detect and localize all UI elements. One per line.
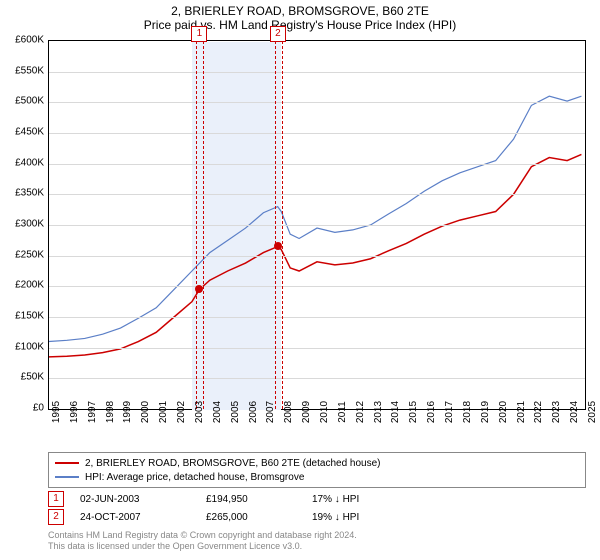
legend-swatch [55, 462, 79, 464]
xtick-label: 2005 [230, 401, 241, 423]
ytick-label: £250K [15, 249, 44, 260]
legend-item-property: 2, BRIERLEY ROAD, BROMSGROVE, B60 2TE (d… [55, 456, 579, 470]
xtick-label: 2024 [569, 401, 580, 423]
ytick-label: £350K [15, 188, 44, 199]
xtick-label: 2017 [444, 401, 455, 423]
ytick-label: £500K [15, 96, 44, 107]
sale-row-1: 1 02-JUN-2003 £194,950 17% ↓ HPI [48, 490, 392, 508]
gridline [49, 348, 585, 349]
legend-swatch [55, 476, 79, 478]
xtick-label: 2015 [408, 401, 419, 423]
footer-line1: Contains HM Land Registry data © Crown c… [48, 530, 357, 541]
sales-table: 1 02-JUN-2003 £194,950 17% ↓ HPI 2 24-OC… [48, 490, 392, 526]
gridline [49, 317, 585, 318]
ytick-label: £400K [15, 157, 44, 168]
xtick-label: 2003 [194, 401, 205, 423]
chart-title: 2, BRIERLEY ROAD, BROMSGROVE, B60 2TE [0, 0, 600, 18]
ytick-label: £50K [21, 372, 44, 383]
chart-container: 2, BRIERLEY ROAD, BROMSGROVE, B60 2TE Pr… [0, 0, 600, 560]
xtick-label: 2019 [480, 401, 491, 423]
xtick-label: 1998 [105, 401, 116, 423]
legend-label: HPI: Average price, detached house, Brom… [85, 472, 304, 483]
footer: Contains HM Land Registry data © Crown c… [48, 530, 357, 552]
sale-marker-2: 2 [48, 509, 64, 525]
chart-area: 12 £0£50K£100K£150K£200K£250K£300K£350K£… [48, 40, 586, 410]
sale-dashed-band [196, 41, 204, 409]
ytick-label: £600K [15, 35, 44, 46]
xtick-label: 1996 [69, 401, 80, 423]
ytick-label: £0 [33, 403, 44, 414]
ytick-label: £550K [15, 65, 44, 76]
xtick-label: 2025 [587, 401, 598, 423]
xtick-label: 2008 [283, 401, 294, 423]
sale-price: £265,000 [206, 512, 296, 523]
xtick-label: 2023 [551, 401, 562, 423]
gridline [49, 194, 585, 195]
xtick-label: 2006 [248, 401, 259, 423]
gridline [49, 378, 585, 379]
xtick-label: 2007 [265, 401, 276, 423]
gridline [49, 256, 585, 257]
ytick-label: £150K [15, 311, 44, 322]
xtick-label: 2018 [462, 401, 473, 423]
ytick-label: £300K [15, 219, 44, 230]
sale-row-2: 2 24-OCT-2007 £265,000 19% ↓ HPI [48, 508, 392, 526]
plot-region: 12 [48, 40, 586, 410]
legend-box: 2, BRIERLEY ROAD, BROMSGROVE, B60 2TE (d… [48, 452, 586, 488]
xtick-label: 2021 [516, 401, 527, 423]
ytick-label: £450K [15, 127, 44, 138]
sale-dot [195, 285, 203, 293]
chart-subtitle: Price paid vs. HM Land Registry's House … [0, 18, 600, 34]
xtick-label: 2004 [212, 401, 223, 423]
legend-item-hpi: HPI: Average price, detached house, Brom… [55, 470, 579, 484]
xtick-label: 2002 [176, 401, 187, 423]
xtick-label: 1995 [51, 401, 62, 423]
xtick-label: 2013 [373, 401, 384, 423]
gridline [49, 133, 585, 134]
sale-price: £194,950 [206, 494, 296, 505]
sale-marker-1: 1 [48, 491, 64, 507]
sale-dot [274, 242, 282, 250]
ytick-label: £100K [15, 341, 44, 352]
gridline [49, 164, 585, 165]
legend-label: 2, BRIERLEY ROAD, BROMSGROVE, B60 2TE (d… [85, 458, 381, 469]
xtick-label: 2020 [498, 401, 509, 423]
sale-diff: 17% ↓ HPI [312, 494, 392, 505]
sale-date: 24-OCT-2007 [80, 512, 190, 523]
xtick-label: 2009 [301, 401, 312, 423]
xtick-label: 2001 [158, 401, 169, 423]
xtick-label: 1997 [87, 401, 98, 423]
xtick-label: 2022 [533, 401, 544, 423]
xtick-label: 2011 [337, 401, 348, 423]
sale-date: 02-JUN-2003 [80, 494, 190, 505]
sale-marker-box: 2 [270, 26, 286, 42]
footer-line2: This data is licensed under the Open Gov… [48, 541, 357, 552]
xtick-label: 2010 [319, 401, 330, 423]
gridline [49, 102, 585, 103]
xtick-label: 1999 [122, 401, 133, 423]
gridline [49, 286, 585, 287]
ytick-label: £200K [15, 280, 44, 291]
gridline [49, 225, 585, 226]
gridline [49, 72, 585, 73]
sale-diff: 19% ↓ HPI [312, 512, 392, 523]
xtick-label: 2012 [355, 401, 366, 423]
sale-dashed-band [275, 41, 283, 409]
xtick-label: 2014 [390, 401, 401, 423]
xtick-label: 2000 [140, 401, 151, 423]
sale-marker-box: 1 [191, 26, 207, 42]
xtick-label: 2016 [426, 401, 437, 423]
